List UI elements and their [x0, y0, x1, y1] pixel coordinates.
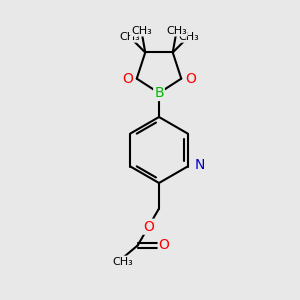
Text: CH₃: CH₃ — [112, 256, 133, 266]
Text: CH₃: CH₃ — [119, 32, 140, 42]
Text: O: O — [122, 72, 133, 86]
Text: O: O — [143, 220, 154, 234]
Text: N: N — [194, 158, 205, 172]
Text: O: O — [185, 72, 196, 86]
Text: O: O — [159, 238, 170, 252]
Text: CH₃: CH₃ — [178, 32, 199, 42]
Text: CH₃: CH₃ — [131, 26, 152, 36]
Text: CH₃: CH₃ — [166, 26, 187, 36]
Text: B: B — [154, 86, 164, 100]
